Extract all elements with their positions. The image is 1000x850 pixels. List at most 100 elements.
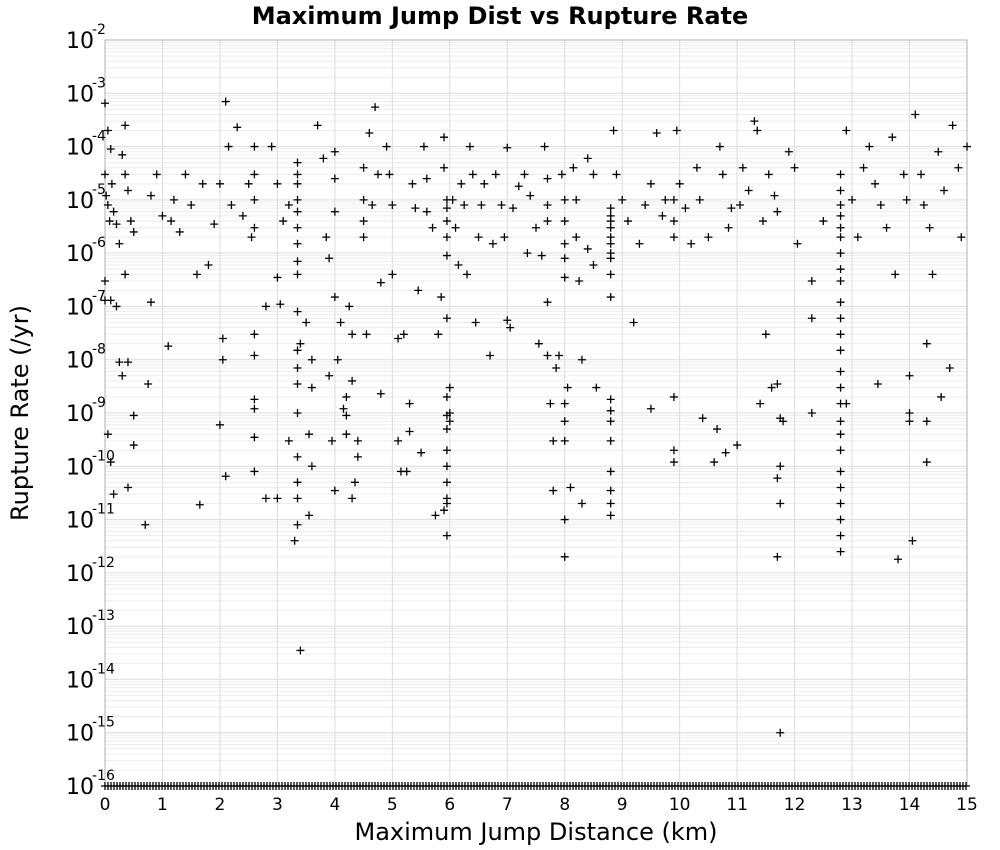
data-point <box>293 257 302 266</box>
data-point <box>554 351 563 360</box>
data-point <box>123 483 132 492</box>
data-point <box>509 204 518 213</box>
y-tick-exponent: -11 <box>92 502 115 518</box>
data-point <box>218 355 227 364</box>
y-tick-base: 10 <box>66 295 94 320</box>
y-tick-label: 10-10 <box>66 448 115 480</box>
y-tick-label: 10-13 <box>66 608 115 640</box>
data-point <box>646 404 655 413</box>
data-point <box>836 170 845 179</box>
y-tick-base: 10 <box>66 722 94 747</box>
data-point <box>560 273 569 282</box>
data-point <box>293 158 302 167</box>
y-tick-label: 10-2 <box>66 22 106 54</box>
data-point <box>606 499 615 508</box>
data-point <box>899 170 908 179</box>
data-point <box>842 126 851 135</box>
data-point <box>658 211 667 220</box>
data-point <box>905 417 914 426</box>
data-point <box>672 126 681 135</box>
data-point <box>773 207 782 216</box>
data-point <box>103 126 112 135</box>
data-point <box>669 458 678 467</box>
data-point <box>882 223 891 232</box>
data-point <box>962 782 970 790</box>
data-point <box>503 143 512 152</box>
data-point <box>250 395 259 404</box>
data-point <box>115 239 124 248</box>
data-point <box>560 399 569 408</box>
plot-grid <box>104 39 968 787</box>
data-point <box>891 270 900 279</box>
data-point <box>250 467 259 476</box>
data-point <box>940 186 949 195</box>
data-point <box>790 163 799 172</box>
y-tick-exponent: -5 <box>92 182 106 198</box>
data-point <box>109 207 118 216</box>
data-point <box>922 417 931 426</box>
data-point <box>293 494 302 503</box>
y-tick-exponent: -10 <box>92 448 115 464</box>
data-point <box>302 318 311 327</box>
data-point <box>761 330 770 339</box>
x-tick-label: 10 <box>669 795 691 815</box>
data-point <box>371 103 380 112</box>
data-point <box>388 270 397 279</box>
data-point <box>399 330 408 339</box>
data-point <box>227 201 236 210</box>
y-tick-base: 10 <box>66 509 94 534</box>
data-point <box>405 427 414 436</box>
data-point <box>557 170 566 179</box>
data-point <box>606 395 615 404</box>
data-point <box>442 233 451 242</box>
data-point <box>333 355 342 364</box>
y-tick-label: 10-9 <box>66 395 106 427</box>
data-point <box>692 163 701 172</box>
data-point <box>669 233 678 242</box>
x-tick-label: 14 <box>899 795 921 815</box>
data-point <box>675 179 684 188</box>
data-point <box>922 339 931 348</box>
data-point <box>836 298 845 307</box>
data-point <box>342 392 351 401</box>
data-point <box>454 260 463 269</box>
data-point <box>330 293 339 302</box>
data-point <box>224 142 233 151</box>
y-tick-exponent: -16 <box>92 768 115 784</box>
chart-title: Maximum Jump Dist vs Rupture Rate <box>252 2 749 30</box>
data-point <box>414 286 423 295</box>
data-point <box>103 201 112 210</box>
data-point <box>563 383 572 392</box>
y-tick-exponent: -6 <box>92 235 106 251</box>
data-point <box>773 552 782 561</box>
data-point <box>488 239 497 248</box>
x-tick-label: 13 <box>841 795 863 815</box>
data-point <box>532 223 540 232</box>
data-point <box>738 163 747 172</box>
y-tick-label: 10-7 <box>66 288 106 320</box>
data-point <box>836 314 845 323</box>
data-point <box>463 270 472 279</box>
data-points <box>101 97 971 790</box>
data-point <box>342 430 351 439</box>
y-tick-base: 10 <box>66 775 94 800</box>
data-point <box>873 380 882 389</box>
data-point <box>411 204 420 213</box>
data-point <box>101 277 109 286</box>
data-point <box>101 99 109 108</box>
data-point <box>376 278 385 287</box>
data-point <box>296 339 305 348</box>
data-point <box>342 411 351 420</box>
data-point <box>733 441 742 450</box>
data-point <box>290 536 299 545</box>
data-point <box>767 383 776 392</box>
data-point <box>250 404 259 413</box>
data-point <box>836 430 845 439</box>
data-point <box>669 392 678 401</box>
data-point <box>244 179 253 188</box>
data-point <box>348 376 357 385</box>
data-point <box>606 254 615 263</box>
data-point <box>606 270 615 279</box>
data-point <box>101 170 109 179</box>
data-point <box>859 163 868 172</box>
